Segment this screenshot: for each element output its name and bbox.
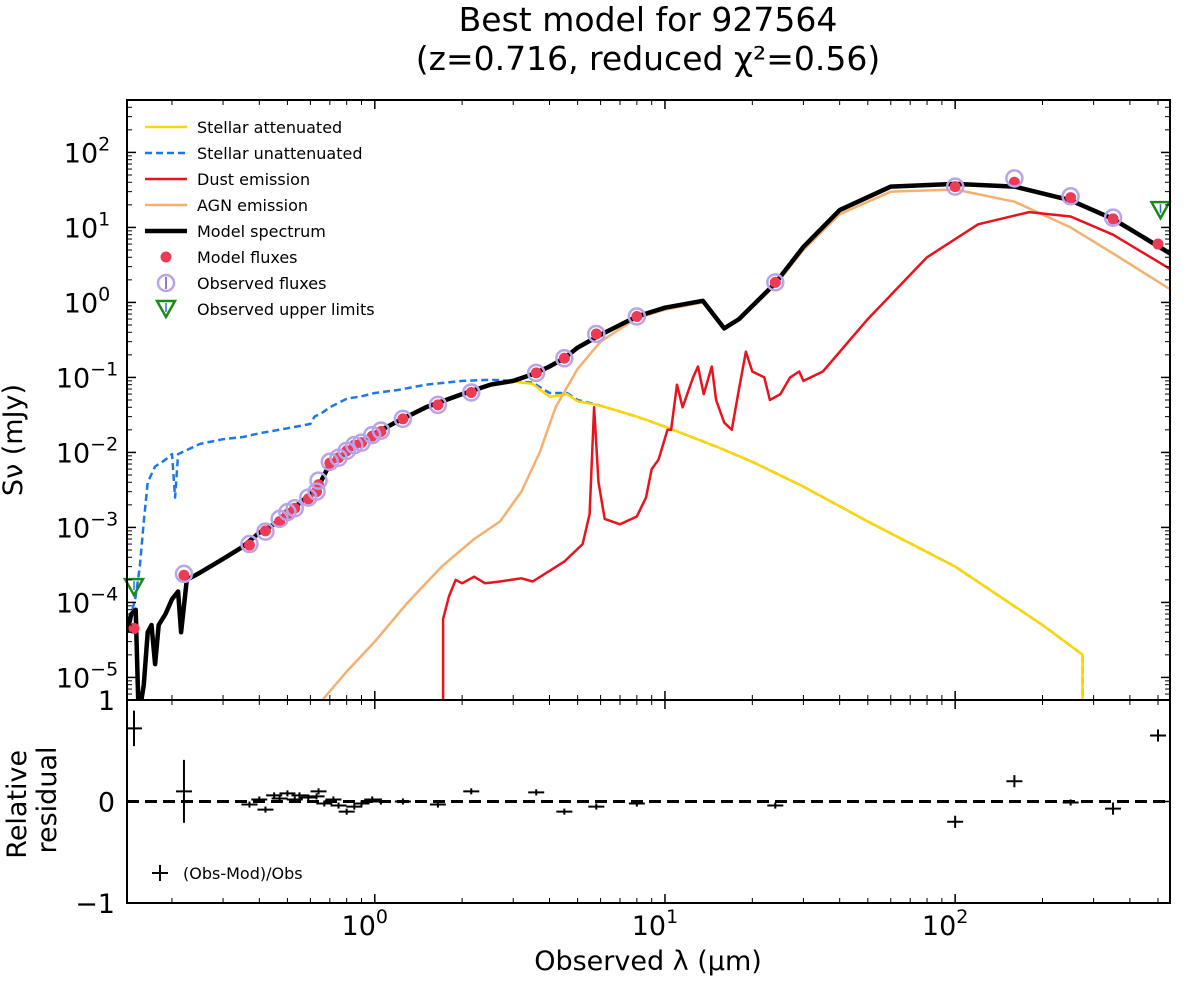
residual-panel: −1 0 1 100 101 102 — [75, 686, 1171, 942]
model-flux-point — [128, 622, 140, 634]
observed-flux-point — [240, 534, 259, 554]
series-line-stellar-unattenuated — [127, 378, 1084, 700]
observed-flux-point — [371, 421, 391, 440]
observed-flux-point — [526, 363, 546, 383]
legend-entry: Model spectrum — [145, 222, 326, 241]
observed-flux-point — [393, 409, 413, 429]
legend-entry: AGN emission — [145, 196, 308, 215]
svg-text:Sν (mJy): Sν (mJy) — [0, 384, 29, 496]
legend-entry: Model fluxes — [160, 248, 298, 267]
legend-entry: Observed fluxes — [156, 273, 326, 293]
y-tick-label: 100 — [64, 283, 110, 319]
sed-frame — [126, 99, 1171, 701]
residual-label-line1: Relative — [2, 750, 33, 859]
y-tick-label: 10−3 — [56, 508, 118, 544]
x-tick-label: 101 — [632, 906, 678, 942]
x-tick-label: 100 — [342, 906, 388, 942]
y-tick-label: 101 — [64, 208, 110, 244]
observed-flux-point — [1103, 208, 1123, 227]
model-flux-point — [259, 525, 271, 537]
legend: Stellar attenuated Stellar unattenuated Du… — [145, 118, 375, 320]
residual-label-line2: residual — [32, 747, 63, 854]
sed-ticks: 10−5 10−4 10−3 10−2 10−1 100 101 102 — [56, 99, 1170, 700]
legend-entry: Observed upper limits — [154, 299, 375, 320]
model-flux-point — [465, 386, 477, 398]
observed-flux-point — [307, 482, 326, 501]
y-tick-label: 102 — [64, 133, 110, 169]
x-axis-label: Observed λ (μm) — [534, 946, 762, 977]
model-flux-point — [769, 276, 781, 288]
upper-limit-marker — [1149, 200, 1172, 221]
model-flux-point — [530, 367, 542, 379]
legend-label: Dust emission — [197, 170, 310, 189]
residual-y-tick-label: 0 — [98, 788, 115, 819]
legend-label: AGN emission — [197, 196, 308, 215]
residual-legend: (Obs-Mod)/Obs — [152, 864, 303, 883]
observed-flux-point — [428, 395, 448, 415]
y-axis-label: Sν (mJy) — [0, 384, 29, 496]
upper-limit-marker — [122, 577, 146, 598]
residual-y-tick-label: −1 — [75, 889, 115, 920]
upper-limits — [122, 200, 1172, 598]
y-tick-label: 10−4 — [56, 583, 118, 619]
model-flux-point — [432, 399, 444, 411]
observed-flux-point — [462, 383, 481, 402]
model-flux-point — [558, 352, 570, 364]
chart-title-line1: Best model for 927564 — [459, 0, 838, 39]
chart-title-line2: (z=0.716, reduced χ²=0.56) — [416, 39, 880, 78]
observed-flux-point — [1005, 169, 1024, 188]
series-line-stellar-attenuated — [513, 380, 1084, 700]
observed-flux-point — [285, 499, 305, 518]
residual-frame — [126, 699, 1171, 904]
observed-flux-point — [945, 177, 965, 196]
observed-flux-point — [555, 349, 574, 368]
residual-axis-label-text: Relative residual — [2, 741, 63, 858]
legend-swatch — [156, 273, 176, 293]
observed-flux-point — [256, 522, 275, 541]
legend-label: Observed upper limits — [197, 300, 375, 319]
y-tick-label: 10−5 — [56, 658, 118, 694]
observed-flux-point — [309, 471, 328, 490]
residual-content — [126, 710, 1170, 828]
y-tick-label: 10−1 — [56, 358, 118, 394]
legend-label: Stellar unattenuated — [197, 144, 362, 163]
observed-fluxes — [174, 169, 1123, 584]
model-flux-point — [243, 539, 255, 551]
model-flux-point — [590, 328, 602, 340]
model-flux-point — [397, 413, 409, 425]
observed-flux-point — [766, 273, 785, 292]
sed-panel: 10−5 10−4 10−3 10−2 10−1 100 101 102 — [56, 99, 1172, 701]
observed-flux-point — [320, 452, 340, 472]
model-fluxes — [128, 176, 1164, 634]
observed-flux-point — [627, 307, 647, 326]
residual-legend-label: (Obs-Mod)/Obs — [183, 864, 303, 883]
legend-entry: Stellar attenuated — [145, 118, 342, 137]
model-flux-point — [631, 310, 643, 322]
legend-label: Observed fluxes — [197, 274, 326, 293]
model-flux-point — [1107, 213, 1119, 225]
residual-y-tick-label: 1 — [98, 686, 115, 717]
y-tick-label: 10−2 — [56, 433, 118, 469]
observed-flux-point — [587, 324, 606, 344]
model-flux-point — [949, 181, 961, 193]
series-line-dust-emission — [441, 210, 1170, 700]
legend-swatch — [154, 299, 178, 320]
legend-label: Stellar attenuated — [197, 118, 342, 137]
legend-label: Model spectrum — [197, 222, 326, 241]
legend-label: Model fluxes — [197, 248, 298, 267]
model-flux-point — [324, 457, 336, 469]
observed-flux-point — [362, 425, 382, 445]
model-flux-point — [1065, 192, 1077, 204]
observed-flux-point — [174, 564, 194, 584]
x-tick-label: 102 — [922, 906, 968, 942]
legend-entry: Stellar unattenuated — [145, 144, 362, 163]
residual-axis-label: Relative residual — [2, 741, 63, 859]
legend-entry: Dust emission — [145, 170, 310, 189]
model-flux-point — [1152, 238, 1164, 250]
legend-swatch — [160, 251, 172, 263]
series-line-agn-emission — [321, 188, 1170, 700]
model-flux-point — [178, 569, 190, 581]
observed-flux-point — [1061, 187, 1080, 206]
